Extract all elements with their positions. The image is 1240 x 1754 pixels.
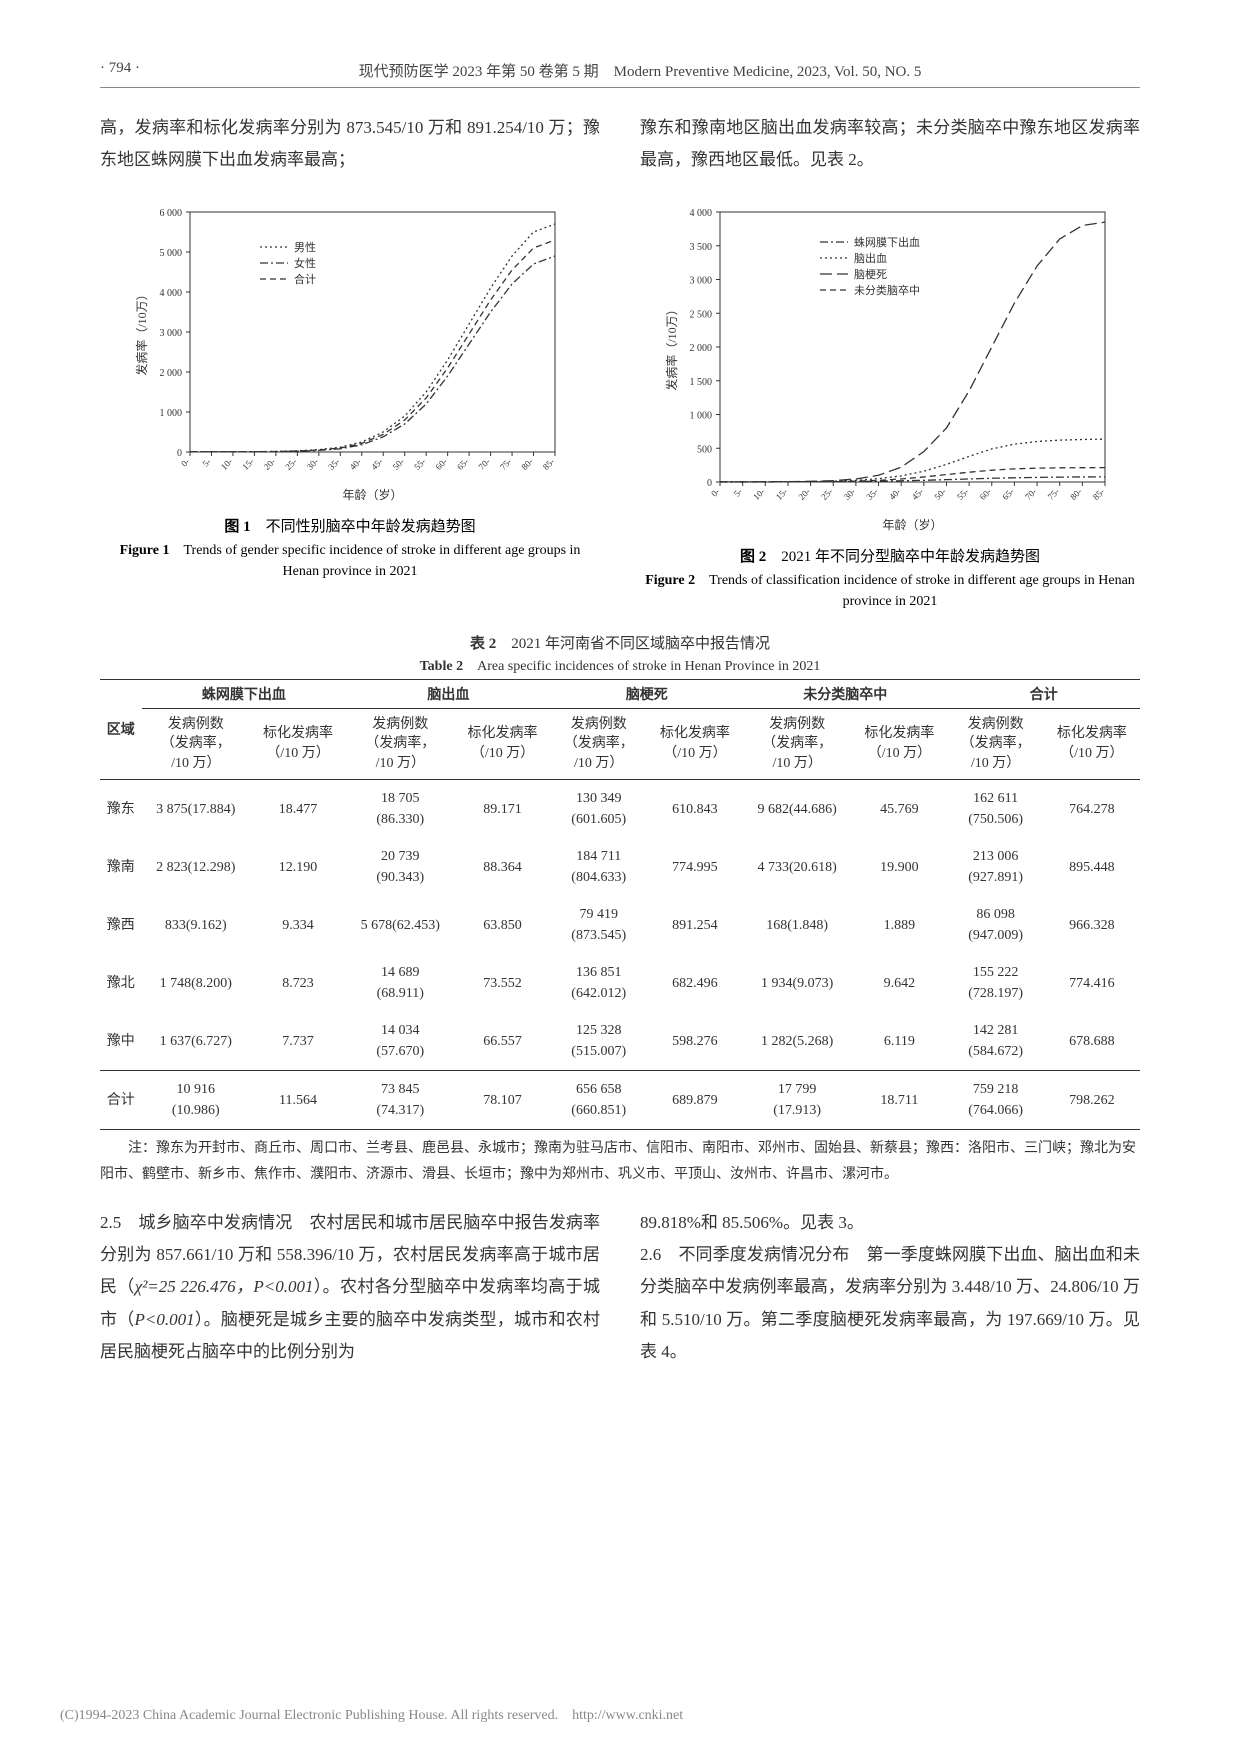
svg-text:45-: 45- — [369, 456, 385, 472]
sec25-head: 2.5 城乡脑卒中发病情况 — [100, 1213, 292, 1232]
fig2-en-label: Figure 2 — [645, 573, 695, 588]
svg-text:30-: 30- — [842, 486, 858, 502]
svg-text:35-: 35- — [864, 486, 880, 502]
svg-text:1 500: 1 500 — [690, 376, 713, 387]
svg-text:40-: 40- — [887, 486, 903, 502]
svg-text:85-: 85- — [1091, 486, 1107, 502]
sec26-head: 2.6 不同季度发病情况分布 — [640, 1245, 849, 1264]
svg-text:1 000: 1 000 — [690, 410, 713, 421]
svg-text:45-: 45- — [910, 486, 926, 502]
svg-text:男性: 男性 — [294, 240, 316, 254]
svg-text:65-: 65- — [455, 456, 471, 472]
charts-row: 01 0002 0003 0004 0005 0006 0000-5-10-15… — [100, 197, 1140, 612]
svg-text:发病率（/10万）: 发病率（/10万） — [134, 288, 149, 375]
intro-row: 高，发病率和标化发病率分别为 873.545/10 万和 891.254/10 … — [100, 112, 1140, 177]
svg-text:未分类脑卒中: 未分类脑卒中 — [854, 283, 920, 297]
footer: (C)1994-2023 China Academic Journal Elec… — [60, 1704, 683, 1724]
fig1-en: Trends of gender specific incidence of s… — [183, 543, 580, 579]
intro-right: 豫东和豫南地区脑出血发病率较高；未分类脑卒中豫东地区发病率最高，豫西地区最低。见… — [640, 112, 1140, 177]
svg-text:脑梗死: 脑梗死 — [854, 267, 887, 281]
table2: 区域蛛网膜下出血脑出血脑梗死未分类脑卒中合计发病例数（发病率，/10 万）标化发… — [100, 679, 1140, 1131]
svg-text:脑出血: 脑出血 — [854, 251, 887, 265]
svg-text:10-: 10- — [751, 486, 767, 502]
svg-text:25-: 25- — [819, 486, 835, 502]
fig1-cn: 不同性别脑卒中年龄发病趋势图 — [266, 519, 476, 535]
svg-text:500: 500 — [697, 444, 712, 455]
svg-text:20-: 20- — [796, 486, 812, 502]
svg-text:2 000: 2 000 — [690, 343, 713, 354]
fig1-label: 图 1 — [224, 519, 250, 535]
figure-1-svg: 01 0002 0003 0004 0005 0006 0000-5-10-15… — [130, 197, 570, 507]
svg-text:85-: 85- — [541, 456, 557, 472]
journal-en: Modern Preventive Medicine, 2023, Vol. 5… — [614, 64, 922, 80]
svg-text:20-: 20- — [262, 456, 278, 472]
figure-2: 05001 0001 5002 0002 5003 0003 5004 0000… — [640, 197, 1140, 612]
svg-text:1 000: 1 000 — [160, 408, 183, 419]
svg-text:80-: 80- — [519, 456, 535, 472]
figure-1: 01 0002 0003 0004 0005 0006 0000-5-10-15… — [100, 197, 600, 612]
table2-en: Area specific incidences of stroke in He… — [477, 659, 820, 674]
fig2-en: Trends of classification incidence of st… — [709, 573, 1135, 609]
fig1-en-label: Figure 1 — [120, 543, 170, 558]
table2-label-cn: 表 2 — [470, 636, 496, 652]
svg-text:75-: 75- — [1046, 486, 1062, 502]
sec25-p2: P<0.001 — [135, 1310, 195, 1329]
svg-text:女性: 女性 — [294, 256, 316, 270]
journal-cn: 现代预防医学 2023 年第 50 卷第 5 期 — [359, 64, 599, 80]
svg-text:60-: 60- — [978, 486, 994, 502]
svg-text:10-: 10- — [219, 456, 235, 472]
svg-text:6 000: 6 000 — [160, 208, 183, 219]
sec25-p1: P<0.001 — [253, 1277, 313, 1296]
svg-text:50-: 50- — [932, 486, 948, 502]
page-number: · 794 · — [100, 60, 140, 77]
svg-text:2 500: 2 500 — [690, 309, 713, 320]
svg-text:4 000: 4 000 — [690, 208, 713, 219]
svg-text:15-: 15- — [240, 456, 256, 472]
right-a: 89.818%和 85.506%。见表 3。 — [640, 1213, 864, 1232]
svg-text:30-: 30- — [305, 456, 321, 472]
body-right: 89.818%和 85.506%。见表 3。 2.6 不同季度发病情况分布 第一… — [640, 1207, 1140, 1368]
svg-text:70-: 70- — [1023, 486, 1039, 502]
svg-text:发病率（/10万）: 发病率（/10万） — [664, 303, 679, 390]
fig2-cn: 2021 年不同分型脑卒中年龄发病趋势图 — [781, 549, 1040, 565]
svg-text:4 000: 4 000 — [160, 288, 183, 299]
svg-text:5 000: 5 000 — [160, 248, 183, 259]
fig2-label: 图 2 — [740, 549, 766, 565]
svg-text:50-: 50- — [391, 456, 407, 472]
svg-text:年龄（岁）: 年龄（岁） — [342, 487, 402, 502]
svg-text:40-: 40- — [348, 456, 364, 472]
svg-text:3 000: 3 000 — [690, 275, 713, 286]
page-header: · 794 · 现代预防医学 2023 年第 50 卷第 5 期 Modern … — [100, 60, 1140, 88]
svg-text:5-: 5- — [732, 486, 744, 498]
svg-text:80-: 80- — [1068, 486, 1084, 502]
svg-text:3 000: 3 000 — [160, 328, 183, 339]
body-left: 2.5 城乡脑卒中发病情况 农村居民和城市居民脑卒中报告发病率分别为 857.6… — [100, 1207, 600, 1368]
svg-text:蛛网膜下出血: 蛛网膜下出血 — [854, 235, 920, 249]
svg-text:75-: 75- — [498, 456, 514, 472]
svg-text:5-: 5- — [201, 456, 213, 468]
intro-left: 高，发病率和标化发病率分别为 873.545/10 万和 891.254/10 … — [100, 112, 600, 177]
table2-label-en: Table 2 — [420, 659, 463, 674]
svg-text:3 500: 3 500 — [690, 241, 713, 252]
svg-text:25-: 25- — [283, 456, 299, 472]
table2-cn: 2021 年河南省不同区域脑卒中报告情况 — [511, 636, 770, 652]
table2-note: 注：豫东为开封市、商丘市、周口市、兰考县、鹿邑县、永城市；豫南为驻马店市、信阳市… — [100, 1136, 1140, 1186]
svg-text:65-: 65- — [1000, 486, 1016, 502]
svg-text:年龄（岁）: 年龄（岁） — [882, 517, 942, 532]
svg-text:0: 0 — [707, 478, 712, 489]
table2-title: 表 2 2021 年河南省不同区域脑卒中报告情况 Table 2 Area sp… — [100, 632, 1140, 675]
svg-text:35-: 35- — [326, 456, 342, 472]
svg-text:合计: 合计 — [294, 272, 316, 286]
svg-text:2 000: 2 000 — [160, 368, 183, 379]
sec25-chi: χ²=25 226.476， — [135, 1277, 254, 1296]
svg-text:60-: 60- — [434, 456, 450, 472]
figure-2-svg: 05001 0001 5002 0002 5003 0003 5004 0000… — [660, 197, 1120, 537]
body-row: 2.5 城乡脑卒中发病情况 农村居民和城市居民脑卒中报告发病率分别为 857.6… — [100, 1207, 1140, 1368]
svg-text:55-: 55- — [412, 456, 428, 472]
svg-text:55-: 55- — [955, 486, 971, 502]
svg-text:0: 0 — [177, 448, 182, 459]
svg-text:15-: 15- — [774, 486, 790, 502]
svg-text:70-: 70- — [476, 456, 492, 472]
